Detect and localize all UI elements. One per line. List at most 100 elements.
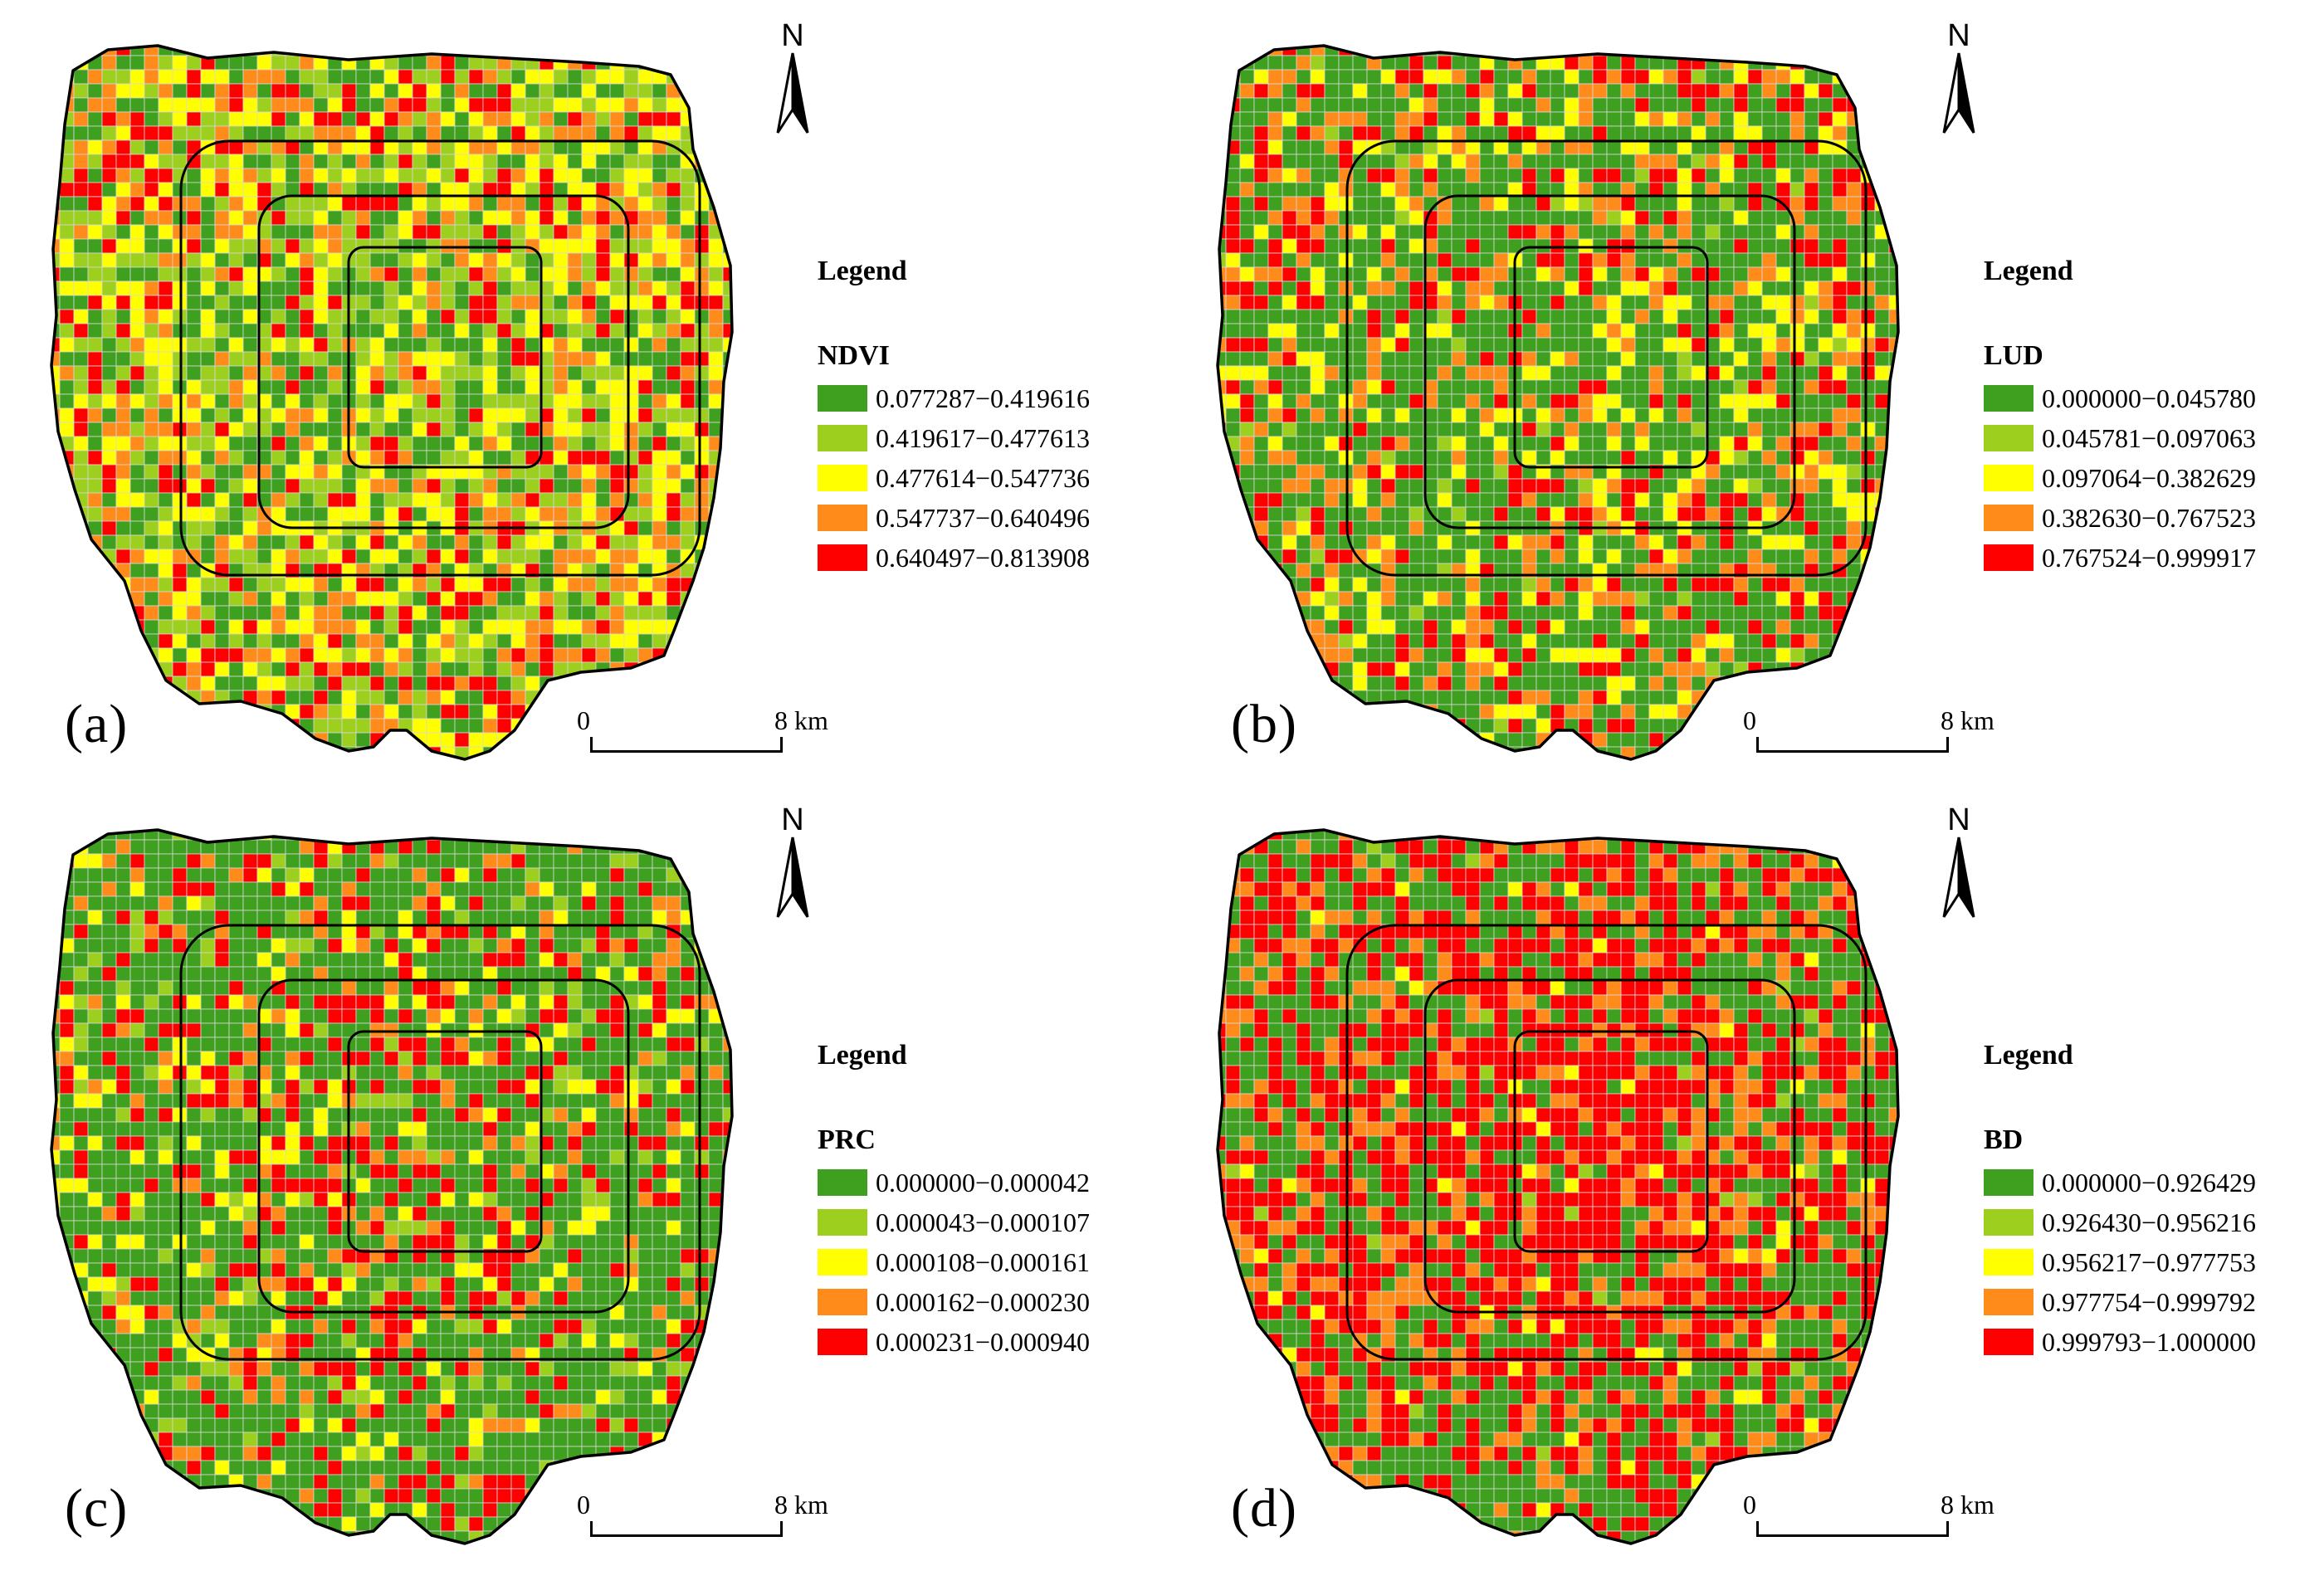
raster-cell <box>313 309 329 324</box>
raster-cell <box>482 605 498 621</box>
raster-cell <box>1733 549 1749 564</box>
raster-cell <box>228 125 244 141</box>
raster-cell <box>327 591 343 607</box>
raster-cell <box>737 620 751 634</box>
raster-cell <box>186 337 202 353</box>
raster-cell <box>1818 238 1833 254</box>
raster-cell <box>1747 46 1763 56</box>
raster-cell <box>623 676 639 691</box>
raster-cell <box>708 676 724 691</box>
raster-cell <box>398 46 413 56</box>
raster-cell <box>1733 83 1749 99</box>
raster-cell <box>1564 379 1579 395</box>
raster-cell <box>327 506 343 522</box>
raster-cell <box>1366 619 1382 635</box>
raster-cell <box>214 633 230 649</box>
raster-cell <box>1860 577 1876 593</box>
raster-cell <box>1310 69 1326 85</box>
raster-cell <box>1818 365 1833 381</box>
raster-cell <box>271 605 286 621</box>
raster-cell <box>510 549 526 564</box>
raster-cell <box>1394 549 1410 564</box>
raster-cell <box>482 168 498 183</box>
raster-cell <box>59 520 75 536</box>
raster-cell <box>214 549 230 564</box>
raster-cell <box>1846 379 1862 395</box>
raster-cell <box>1747 577 1763 593</box>
raster-cell <box>496 337 512 353</box>
raster-cell <box>327 464 343 480</box>
raster-cell <box>299 139 315 155</box>
raster-cell <box>101 196 117 212</box>
raster-cell <box>680 337 696 353</box>
raster-cell <box>1479 422 1495 437</box>
raster-cell <box>1521 69 1537 85</box>
raster-cell <box>1380 464 1396 480</box>
raster-cell <box>1691 111 1706 127</box>
raster-cell <box>737 56 751 70</box>
raster-cell <box>1465 605 1481 621</box>
raster-cell <box>383 690 399 705</box>
raster-cell <box>1592 549 1608 564</box>
raster-cell <box>1493 478 1509 494</box>
raster-cell <box>1648 379 1664 395</box>
raster-cell <box>1324 154 1340 169</box>
raster-cell <box>228 252 244 268</box>
raster-cell <box>722 549 732 564</box>
raster-cell <box>1493 295 1509 310</box>
raster-cell <box>144 309 159 324</box>
raster-cell <box>271 761 286 775</box>
raster-cell <box>680 351 696 367</box>
raster-cell <box>1775 577 1791 593</box>
raster-cell <box>186 478 202 494</box>
raster-cell <box>201 761 215 775</box>
raster-cell <box>1733 154 1749 169</box>
raster-cell <box>1437 591 1452 607</box>
raster-cell <box>1296 295 1311 310</box>
raster-cell <box>285 69 300 85</box>
raster-cell <box>1239 591 1255 607</box>
raster-cell <box>186 718 202 734</box>
raster-cell <box>1804 323 1819 339</box>
raster-cell <box>426 591 442 607</box>
raster-cell <box>623 549 639 564</box>
raster-cell <box>454 619 470 635</box>
raster-cell <box>1409 83 1424 99</box>
raster-cell <box>228 309 244 324</box>
raster-cell <box>1705 196 1721 212</box>
raster-cell <box>1733 633 1749 649</box>
raster-cell <box>623 577 639 593</box>
raster-cell <box>553 478 569 494</box>
raster-cell <box>355 478 371 494</box>
raster-cell <box>652 506 667 522</box>
raster-cell <box>73 210 89 226</box>
raster-cell <box>1253 478 1269 494</box>
raster-cell <box>101 111 117 127</box>
raster-cell <box>581 577 597 593</box>
raster-cell <box>383 97 399 113</box>
raster-cell <box>355 266 371 282</box>
legend-class-label: 0.547737−0.640496 <box>876 503 1091 533</box>
raster-cell <box>299 450 315 466</box>
raster-cell <box>412 295 427 310</box>
raster-cell <box>398 295 413 310</box>
raster-cell <box>1747 196 1763 212</box>
raster-cell <box>1860 210 1876 226</box>
raster-cell <box>652 224 667 240</box>
raster-cell <box>1888 619 1898 635</box>
raster-cell <box>59 238 75 254</box>
raster-cell <box>680 182 696 198</box>
raster-cell <box>1394 492 1410 508</box>
raster-cell <box>186 732 202 748</box>
raster-cell <box>1818 280 1833 296</box>
raster-cell <box>1550 97 1565 113</box>
raster-cell <box>1832 154 1848 169</box>
raster-cell <box>341 732 357 748</box>
raster-cell <box>1423 549 1438 564</box>
raster-cell <box>1409 196 1424 212</box>
raster-cell <box>115 549 131 564</box>
raster-cell <box>1338 647 1354 663</box>
raster-cell <box>426 337 442 353</box>
raster-cell <box>200 506 216 522</box>
raster-cell <box>1903 281 1917 295</box>
